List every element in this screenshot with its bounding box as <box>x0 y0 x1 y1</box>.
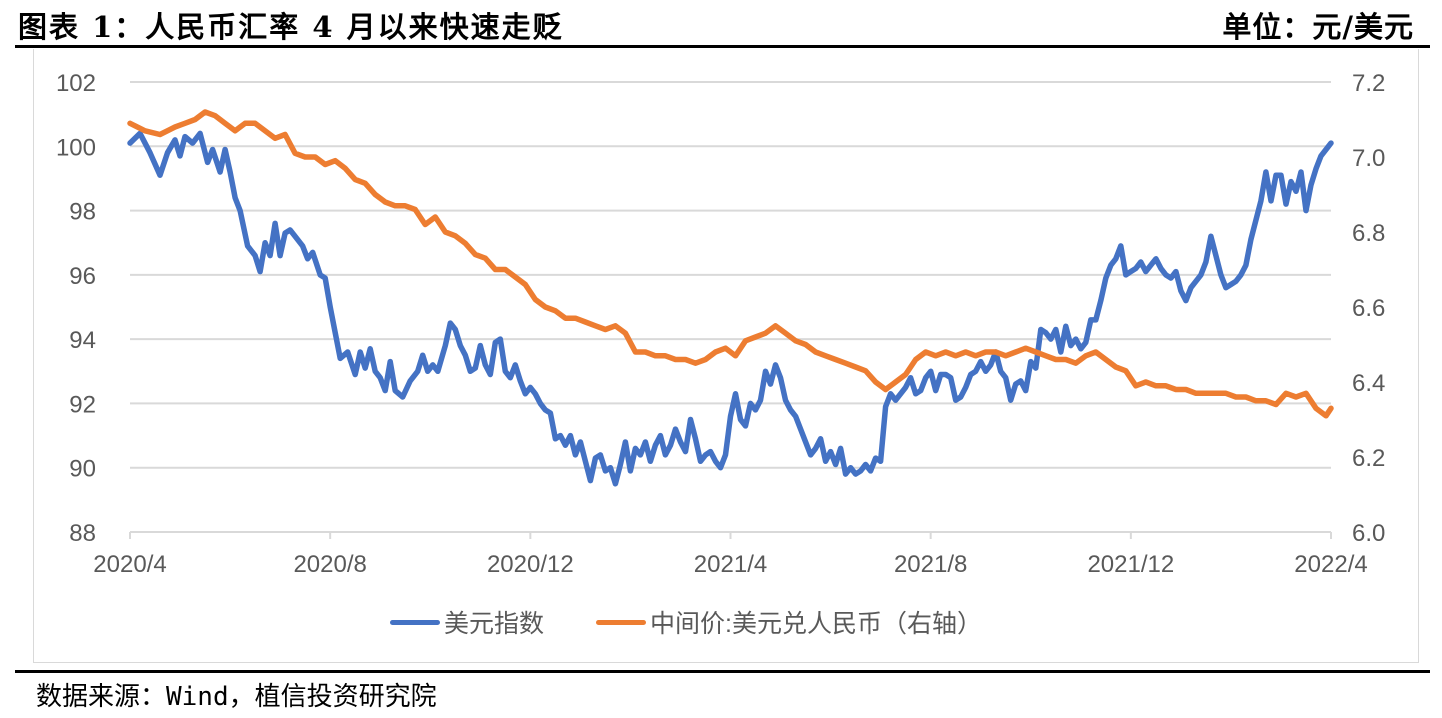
y-left-tick-label: 102 <box>56 70 96 97</box>
y-right-tick-label: 7.2 <box>1352 70 1385 97</box>
top-rule-divider <box>15 45 1430 48</box>
legend-label: 美元指数 <box>444 610 545 638</box>
x-tick-label: 2021/8 <box>894 551 967 578</box>
x-tick-label: 2022/4 <box>1294 551 1367 578</box>
gridlines <box>130 81 1331 533</box>
legend-swatch-blue <box>390 619 440 625</box>
chart-legend: 美元指数 中间价:美元兑人民币（右轴） <box>390 604 1034 640</box>
y-left-tick-label: 98 <box>69 199 96 226</box>
y-left-tick-label: 96 <box>69 263 96 290</box>
x-tick-label: 2020/8 <box>293 551 366 578</box>
bottom-rule-divider <box>15 670 1430 673</box>
legend-swatch-orange <box>596 619 647 625</box>
x-tick-label: 2020/12 <box>487 551 574 578</box>
series-lines <box>127 109 1334 487</box>
chart-title: 图表 1：人民币汇率 4 月以来快速走贬 <box>18 10 564 44</box>
y-axis-right: 6.0 6.2 6.4 6.6 6.8 7.0 7.2 <box>1352 70 1385 547</box>
y-right-tick-label: 6.0 <box>1352 520 1385 547</box>
y-right-tick-label: 7.0 <box>1352 145 1385 172</box>
y-right-tick-label: 6.2 <box>1352 445 1385 472</box>
y-right-tick-label: 6.6 <box>1352 295 1385 322</box>
x-tick-label: 2021/12 <box>1087 551 1174 578</box>
y-left-tick-label: 100 <box>56 134 96 161</box>
y-right-tick-label: 6.4 <box>1352 370 1385 397</box>
x-tick-label: 2020/4 <box>93 551 166 578</box>
y-right-tick-label: 6.8 <box>1352 220 1385 247</box>
x-tick-label: 2021/4 <box>694 551 767 578</box>
x-axis: 2020/4 2020/8 2020/12 2021/4 2021/8 2021/12 20… <box>93 532 1368 578</box>
y-axis-left: 88 90 92 94 96 98 100 102 <box>56 70 96 547</box>
chart-frame <box>33 49 1419 663</box>
y-left-tick-label: 90 <box>69 456 96 483</box>
cny-midpoint-line <box>127 109 1334 419</box>
y-left-tick-label: 88 <box>69 520 96 547</box>
usd-index-line <box>127 130 1334 487</box>
unit-label: 单位：元/美元 <box>1222 10 1414 44</box>
y-left-tick-label: 92 <box>69 391 96 418</box>
legend-label: 中间价:美元兑人民币（右轴） <box>650 610 982 638</box>
y-left-tick-label: 94 <box>69 327 96 354</box>
legend-item-usd-index: 美元指数 <box>390 604 544 640</box>
data-source-note: 数据来源：Wind，植信投资研究院 <box>36 682 437 712</box>
legend-item-cny-mid: 中间价:美元兑人民币（右轴） <box>596 604 982 640</box>
